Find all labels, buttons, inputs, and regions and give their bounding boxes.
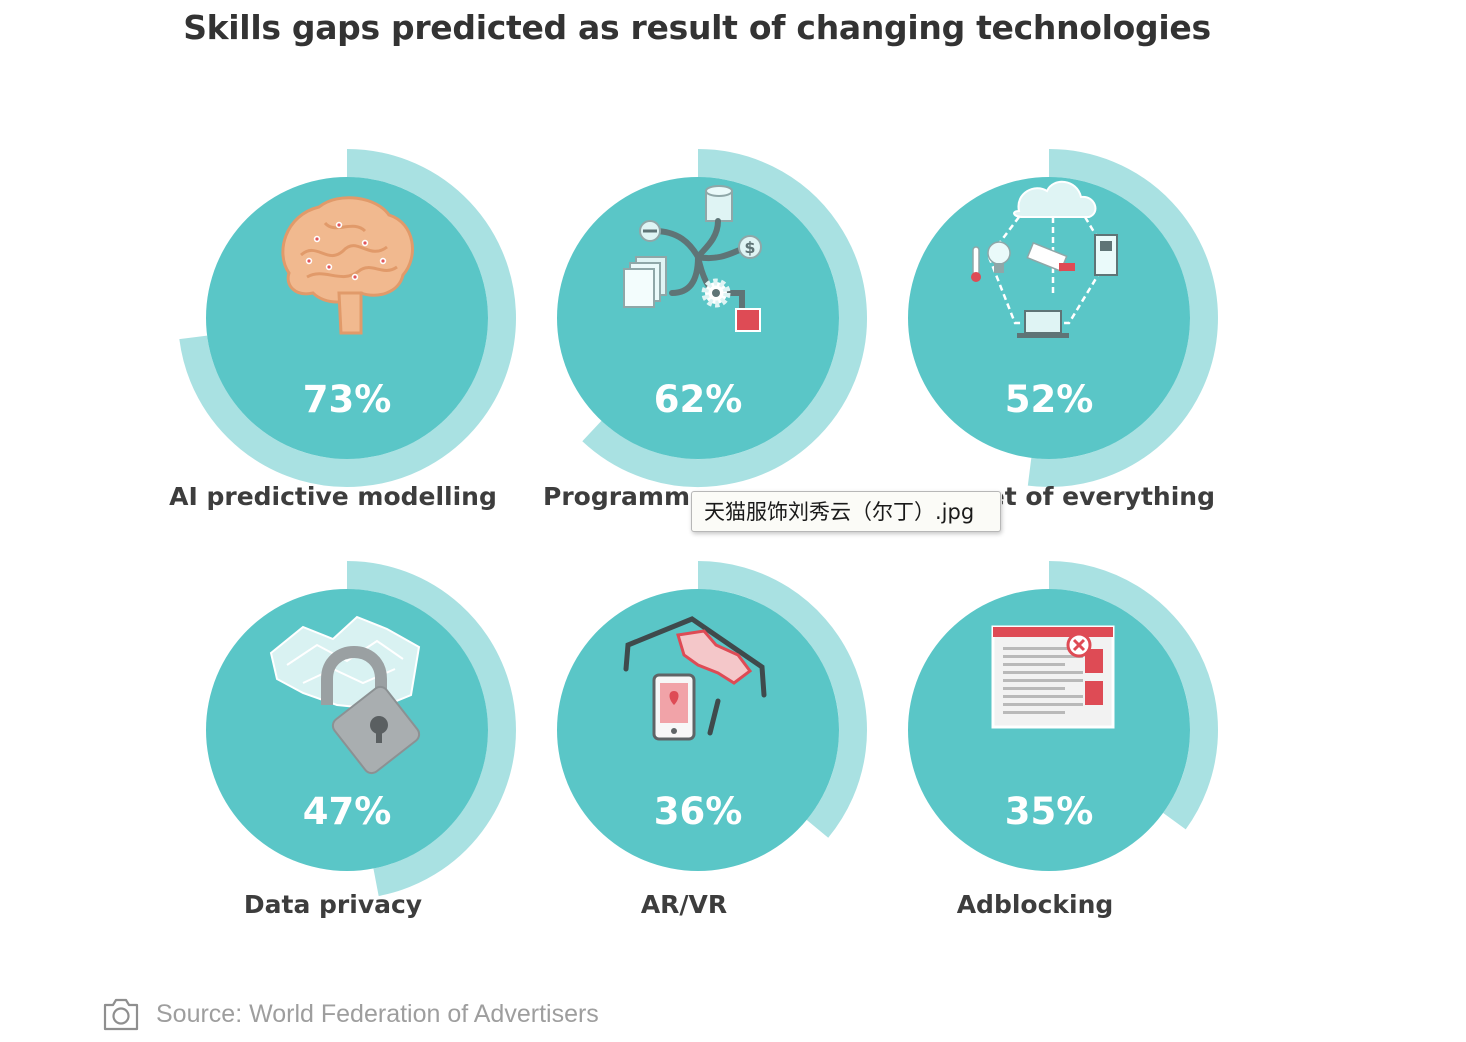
radial-item: 73% AI predictive modelling: [169, 149, 516, 511]
category-label: AR/VR: [641, 890, 727, 919]
padlock-icon: [269, 615, 421, 775]
progress-ring: [179, 149, 516, 487]
progress-ring: [1048, 561, 1218, 830]
percent-label: 35%: [1005, 790, 1094, 833]
progress-ring: [346, 561, 516, 896]
source-caption: Source: World Federation of Advertisers: [103, 996, 599, 1032]
progress-ring: [1027, 149, 1218, 487]
percent-label: 47%: [303, 790, 392, 833]
radial-item: 47% Data privacy: [206, 561, 516, 919]
svg-text:$: $: [744, 238, 755, 257]
radial-item: $62% Programma: [543, 149, 867, 511]
chart-title: Skills gaps predicted as result of chang…: [183, 8, 1211, 47]
cloud-network-icon: [971, 181, 1118, 338]
progress-ring: [582, 149, 867, 487]
category-label: et of everything: [988, 482, 1215, 511]
adblock-browser-icon: [991, 625, 1115, 729]
percent-label: 62%: [654, 378, 743, 421]
radial-item: 36% AR/VR: [557, 561, 867, 919]
brain-icon: [281, 196, 414, 335]
progress-circle: [908, 589, 1190, 871]
radial-item: 35% Adblocking: [908, 561, 1218, 919]
vr-glasses-icon: [623, 616, 767, 741]
percent-label: 36%: [654, 790, 743, 833]
file-name-tooltip: 天猫服饰刘秀云（尔丁）.jpg: [691, 491, 1001, 532]
data-flow-icon: $: [623, 185, 762, 332]
radial-item: 52% et of everything: [908, 149, 1218, 511]
category-label: Data privacy: [244, 890, 422, 919]
category-label: Adblocking: [957, 890, 1114, 919]
progress-circle: [557, 177, 839, 459]
percent-label: 73%: [303, 378, 392, 421]
progress-ring: [697, 561, 867, 838]
category-label: Programma: [543, 482, 707, 511]
percent-label: 52%: [1005, 378, 1094, 421]
category-label: AI predictive modelling: [169, 482, 497, 511]
camera-icon: [103, 998, 139, 1031]
source-text: Source: World Federation of Advertisers: [156, 999, 599, 1028]
